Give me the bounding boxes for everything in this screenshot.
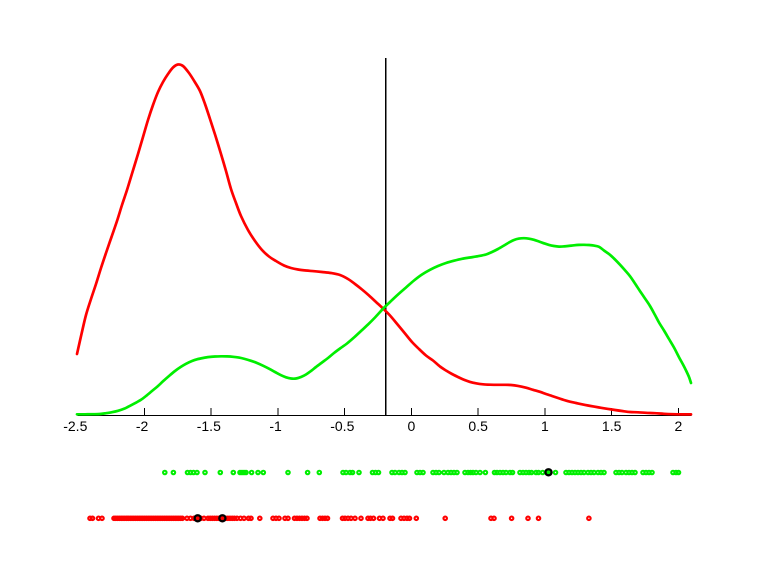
svg-text:2: 2 [675, 418, 683, 434]
svg-text:-1.5: -1.5 [197, 418, 221, 434]
svg-text:-2: -2 [136, 418, 149, 434]
svg-text:0: 0 [408, 418, 416, 434]
svg-text:1: 1 [541, 418, 549, 434]
svg-text:-2.5: -2.5 [63, 418, 87, 434]
svg-text:0.5: 0.5 [468, 418, 488, 434]
svg-text:1.5: 1.5 [602, 418, 622, 434]
svg-text:-1: -1 [269, 418, 282, 434]
svg-text:-0.5: -0.5 [330, 418, 354, 434]
